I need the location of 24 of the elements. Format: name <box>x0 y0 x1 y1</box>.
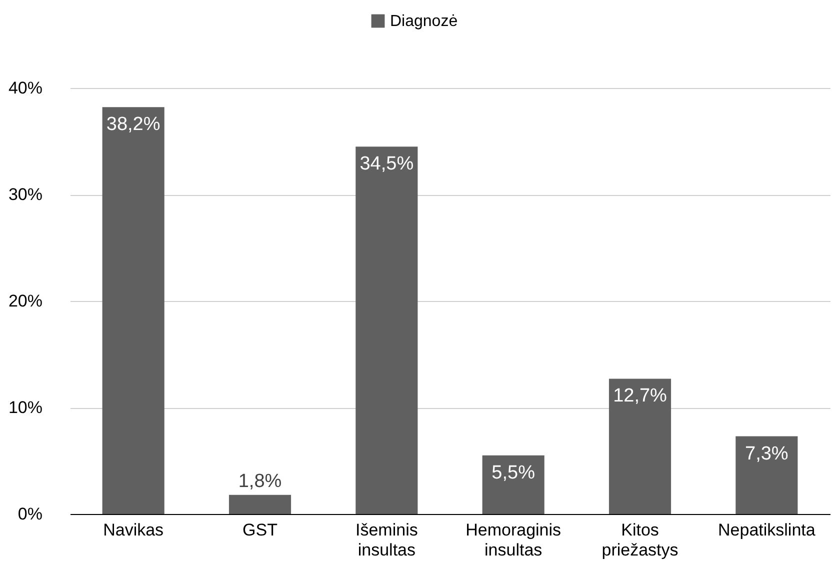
y-tick-label: 0% <box>18 504 42 524</box>
y-tick-label: 40% <box>8 78 42 98</box>
bar <box>356 146 418 514</box>
legend-label: Diagnozė <box>390 13 458 30</box>
data-label: 38,2% <box>106 114 160 136</box>
y-tick-label: 20% <box>8 292 42 310</box>
bar <box>482 455 544 514</box>
x-tick-label: GST <box>242 520 278 540</box>
x-tick-label: Kitos priežastys <box>602 520 678 560</box>
data-label: 1,8% <box>238 470 282 492</box>
data-label: 5,5% <box>492 462 536 484</box>
data-label: 34,5% <box>360 154 414 175</box>
bar <box>228 494 292 514</box>
bar <box>102 107 164 514</box>
bar <box>736 436 798 514</box>
x-tick-label: Hemoraginis insultas <box>466 520 562 560</box>
y-tick-label: 30% <box>8 185 42 204</box>
data-label: 12,7% <box>613 386 668 407</box>
x-tick-label: Išeminis insultas <box>355 520 418 560</box>
bar <box>608 378 672 514</box>
data-label: 7,3% <box>745 443 788 464</box>
x-tick-label: Nepatikslinta <box>718 520 816 540</box>
y-tick-label: 10% <box>8 398 42 417</box>
x-tick-label: Navikas <box>103 520 164 540</box>
